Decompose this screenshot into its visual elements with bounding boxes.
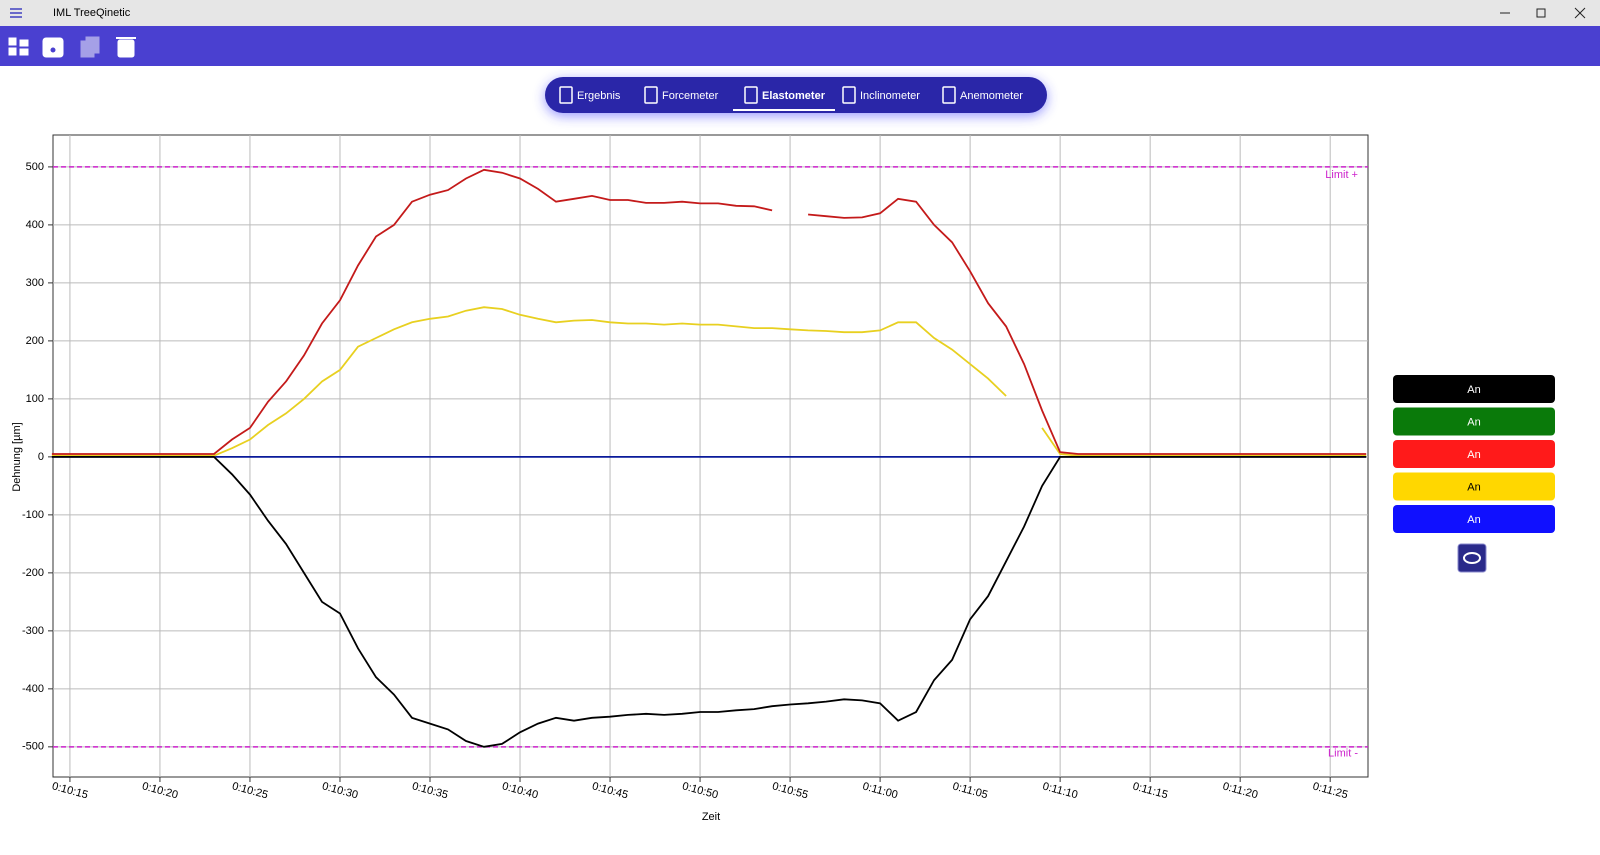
y-axis-label: Dehnung [µm]: [11, 422, 23, 491]
tab-icon: [644, 86, 658, 104]
toggle-bg: [1393, 407, 1555, 436]
tab-label: Ergebnis: [577, 90, 621, 102]
toggle-label: An: [1467, 384, 1480, 396]
toggle-button[interactable]: An: [1393, 375, 1555, 403]
data-line: [51, 456, 1367, 748]
x-tick-label: 0:11:10: [1041, 780, 1079, 801]
title-bar: [0, 0, 1600, 26]
tab-icon: [559, 86, 573, 104]
tab-label: Anemometer: [960, 90, 1023, 102]
toggle-button[interactable]: An: [1393, 407, 1555, 436]
x-axis-label: Zeit: [702, 811, 720, 823]
tab-icon: [842, 86, 856, 104]
y-tick-label: 0: [38, 451, 44, 463]
toggle-button[interactable]: An: [1393, 505, 1555, 533]
x-tick-label: 0:10:40: [501, 780, 540, 801]
tab-bar: [545, 77, 1047, 113]
tab[interactable]: Anemometer: [942, 86, 1023, 104]
toggle-button[interactable]: An: [1393, 440, 1555, 468]
y-tick-label: -200: [22, 567, 44, 579]
toggle-bg: [1393, 505, 1555, 533]
restore-button[interactable]: [1536, 8, 1546, 18]
tab-label: Elastometer: [762, 90, 826, 102]
tab-label: Forcemeter: [662, 90, 719, 102]
toggle-label: An: [1467, 449, 1480, 461]
data-line: [51, 168, 1367, 455]
visibility-button[interactable]: [1457, 543, 1487, 573]
y-tick-label: 200: [26, 335, 44, 347]
app-title: IML TreeQinetic: [53, 7, 131, 19]
toggle-label: An: [1467, 481, 1480, 493]
x-tick-label: 0:10:25: [231, 780, 270, 801]
y-tick-label: -400: [22, 683, 44, 695]
x-tick-label: 0:10:20: [141, 780, 180, 801]
delete-button[interactable]: [116, 37, 136, 58]
x-tick-label: 0:10:15: [51, 780, 90, 801]
toggle-bg: [1393, 472, 1555, 501]
visibility-icon: [1463, 552, 1481, 564]
limit-label: Limit -: [1328, 748, 1358, 760]
y-tick-label: -300: [22, 625, 44, 637]
visibility-bg: [1457, 543, 1487, 573]
y-tick-label: -500: [22, 741, 44, 753]
y-tick-label: 400: [26, 219, 44, 231]
toggle-label: An: [1467, 416, 1480, 428]
tab-icon: [942, 86, 956, 104]
tab[interactable]: Ergebnis: [559, 86, 621, 104]
tree-button[interactable]: [8, 37, 29, 56]
tab-icon: [744, 86, 758, 104]
toggle-button[interactable]: An: [1393, 472, 1555, 501]
close-button[interactable]: [1574, 7, 1586, 19]
data-line: [51, 306, 1367, 457]
tab-underline: [733, 109, 835, 111]
copy-button[interactable]: [80, 36, 100, 58]
toggle-bg: [1393, 440, 1555, 468]
toggle-bg: [1393, 375, 1555, 403]
x-tick-label: 0:11:05: [951, 780, 989, 801]
x-tick-label: 0:10:45: [591, 780, 630, 801]
toggle-label: An: [1467, 514, 1480, 526]
x-tick-label: 0:11:25: [1311, 780, 1349, 801]
y-tick-label: 100: [26, 393, 44, 405]
x-tick-label: 0:10:30: [321, 780, 360, 801]
toolbar: [0, 26, 1600, 66]
save-button[interactable]: [42, 37, 64, 58]
x-tick-label: 0:11:15: [1131, 780, 1169, 801]
x-tick-label: 0:10:55: [771, 780, 810, 801]
tab-label: Inclinometer: [860, 90, 920, 102]
menu-button[interactable]: [10, 8, 22, 18]
tab[interactable]: Elastometer: [733, 86, 835, 111]
x-tick-label: 0:10:50: [681, 780, 720, 801]
tab[interactable]: Forcemeter: [644, 86, 719, 104]
limit-label: Limit +: [1325, 169, 1358, 181]
y-tick-label: 500: [26, 161, 44, 173]
tab[interactable]: Inclinometer: [842, 86, 920, 104]
x-tick-label: 0:11:20: [1221, 780, 1259, 801]
y-tick-label: 300: [26, 277, 44, 289]
x-tick-label: 0:10:35: [411, 780, 450, 801]
x-tick-label: 0:11:00: [861, 780, 899, 801]
y-tick-label: -100: [22, 509, 44, 521]
